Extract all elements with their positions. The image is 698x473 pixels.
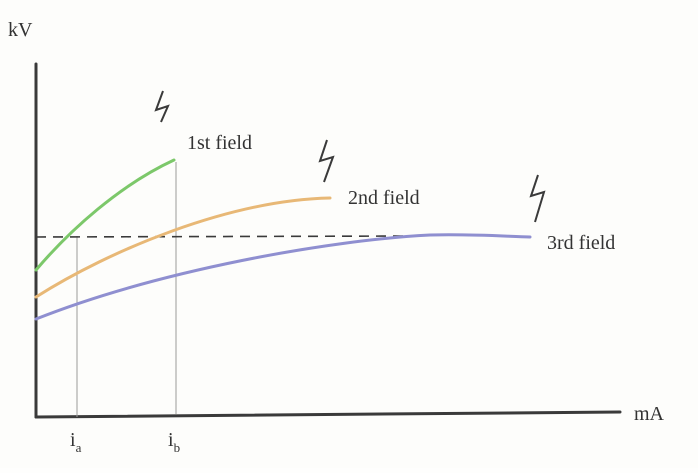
x-tick-ia-main: i bbox=[70, 429, 76, 451]
x-axis-label: mA bbox=[634, 403, 665, 425]
reference-dashed-line bbox=[35, 235, 421, 238]
x-tick-ia-sub: a bbox=[76, 440, 82, 455]
series-curve-3rd-field bbox=[34, 233, 532, 321]
series-curve-1st-field bbox=[34, 158, 176, 272]
x-tick-ib-sub: b bbox=[174, 440, 181, 455]
x-tick-label-ib: ib bbox=[168, 429, 180, 455]
x-tick-label-ia: ia bbox=[70, 429, 82, 455]
series-curve-2nd-field bbox=[34, 196, 332, 299]
spark-icon-3rd-field bbox=[529, 174, 546, 223]
spark-icon-1st-field bbox=[154, 90, 170, 123]
x-tick-ib-main: i bbox=[168, 429, 174, 451]
spark-icon-2nd-field bbox=[318, 139, 335, 183]
series-label-1st-field: 1st field bbox=[187, 132, 252, 154]
x-axis bbox=[34, 410, 622, 419]
series-label-2nd-field: 2nd field bbox=[348, 187, 420, 209]
series-label-3rd-field: 3rd field bbox=[547, 232, 615, 254]
y-axis-label: kV bbox=[8, 19, 33, 41]
